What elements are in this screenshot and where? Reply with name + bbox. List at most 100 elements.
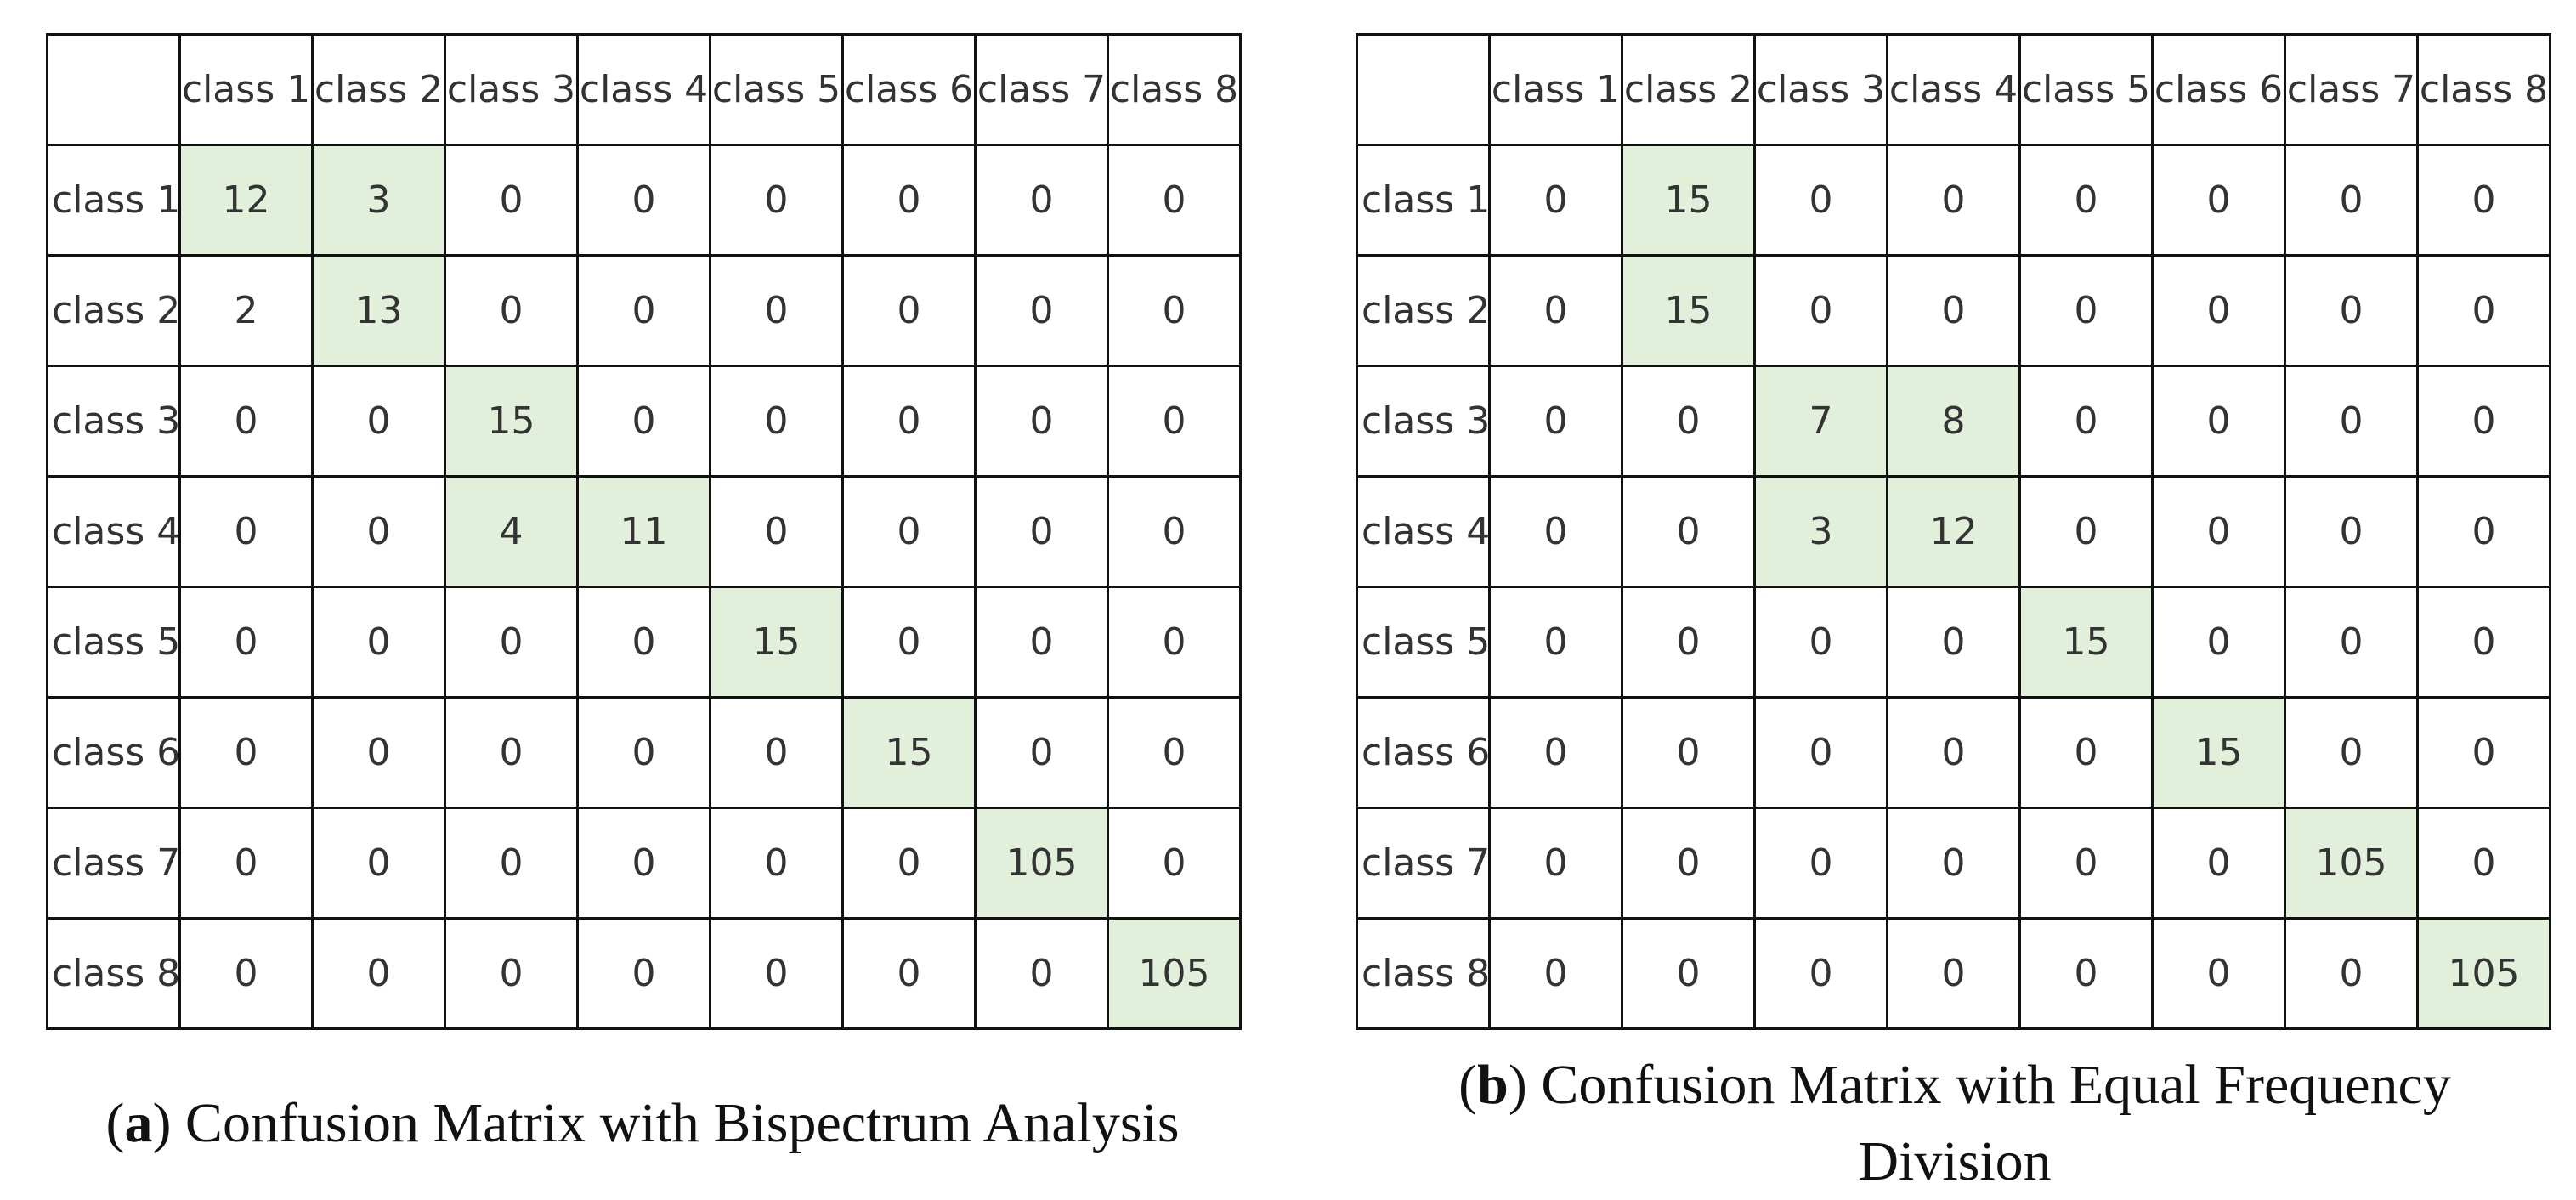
row-header: class 1 [1356,144,1491,257]
cell: 0 [444,807,579,920]
cell: 0 [2151,365,2286,478]
cell: 0 [178,475,314,588]
cell: 0 [841,586,977,699]
cell: 0 [709,807,844,920]
cell: 15 [841,696,977,809]
cell: 0 [1621,475,1756,588]
cell: 2 [178,254,314,367]
row-header: class 2 [1356,254,1491,367]
cell: 0 [444,586,579,699]
row-header: class 1 [46,144,181,257]
cell: 0 [974,586,1109,699]
caption-part: ( [1458,1054,1478,1116]
cell: 0 [444,254,579,367]
cell: 0 [1488,254,1623,367]
cell: 0 [2284,696,2419,809]
row-header: class 6 [46,696,181,809]
cell: 0 [1886,144,2021,257]
row: class 6 0 0 0 0 0 15 0 0 [46,696,1242,809]
cell: 0 [709,144,844,257]
cell: 0 [1621,365,1756,478]
cell: 0 [2284,586,2419,699]
column-header: class 2 [311,33,446,146]
confusion-matrix: class 1 class 2 class 3 class 4 class 5 class… [1356,33,2551,1030]
cell: 0 [2416,696,2551,809]
caption: (a) Confusion Matrix with Bispectrum Ana… [0,1085,1285,1162]
cell: 0 [576,365,711,478]
header-row: class 1 class 2 class 3 class 4 class 5 class… [1356,33,2551,146]
cell: 15 [2018,586,2154,699]
cell: 12 [178,144,314,257]
row: class 1 0 15 0 0 0 0 0 0 [1356,144,2551,257]
row: class 5 0 0 0 0 15 0 0 0 [1356,586,2551,699]
row: class 4 0 0 4 11 0 0 0 0 [46,475,1242,588]
cell: 0 [576,696,711,809]
cell: 0 [311,365,446,478]
cell: 0 [2018,254,2154,367]
row-header: class 7 [1356,807,1491,920]
cell: 0 [178,365,314,478]
cell: 0 [2151,254,2286,367]
cell: 0 [2018,144,2154,257]
cell: 0 [178,586,314,699]
row: class 7 0 0 0 0 0 0 105 0 [46,807,1242,920]
column-header: class 3 [444,33,579,146]
cell: 0 [709,365,844,478]
cell: 0 [841,365,977,478]
row: class 8 0 0 0 0 0 0 0 105 [46,917,1242,1030]
caption: (b) Confusion Matrix with Equal Frequenc… [1360,1047,2550,1200]
cell: 0 [2284,365,2419,478]
cell: 0 [1886,586,2021,699]
cell: 0 [1753,254,1888,367]
cell: 0 [311,917,446,1030]
cell: 0 [1621,807,1756,920]
cell: 8 [1886,365,2021,478]
cell: 105 [2284,807,2419,920]
row: class 6 0 0 0 0 0 15 0 0 [1356,696,2551,809]
cell: 0 [2018,365,2154,478]
cell: 105 [1107,917,1242,1030]
row: class 7 0 0 0 0 0 0 105 0 [1356,807,2551,920]
cell: 0 [2416,254,2551,367]
caption-part: ) Confusion Matrix with Equal Frequency … [1508,1054,2451,1192]
cell: 0 [1488,586,1623,699]
cell: 105 [974,807,1109,920]
cell: 0 [311,696,446,809]
cell: 0 [841,917,977,1030]
cell: 0 [576,917,711,1030]
cell: 0 [311,807,446,920]
column-header: class 8 [2416,33,2551,146]
cell: 0 [2018,696,2154,809]
row: class 1 12 3 0 0 0 0 0 0 [46,144,1242,257]
cell: 0 [1107,586,1242,699]
caption-part: a [124,1092,153,1154]
cell: 15 [1621,254,1756,367]
cell: 0 [2416,586,2551,699]
cell: 0 [2416,475,2551,588]
cell: 0 [576,144,711,257]
cell: 0 [2284,917,2419,1030]
cell: 0 [974,917,1109,1030]
cell: 0 [2151,917,2286,1030]
cell: 0 [2416,365,2551,478]
cell: 0 [1488,365,1623,478]
cell: 0 [178,917,314,1030]
cell: 0 [2151,586,2286,699]
row-header: class 8 [1356,917,1491,1030]
caption-part: ) Confusion Matrix with Bispectrum Analy… [152,1092,1180,1154]
cell: 0 [2416,144,2551,257]
cell: 0 [709,696,844,809]
cell: 0 [974,365,1109,478]
cell: 0 [1621,586,1756,699]
cell: 0 [2284,254,2419,367]
cell: 0 [1488,917,1623,1030]
cell: 0 [974,144,1109,257]
column-header: class 5 [709,33,844,146]
cell: 0 [1488,144,1623,257]
cell: 0 [2151,475,2286,588]
cell: 0 [1621,917,1756,1030]
column-header: class 6 [2151,33,2286,146]
header-row: class 1 class 2 class 3 class 4 class 5 class… [46,33,1242,146]
cell: 0 [2018,917,2154,1030]
